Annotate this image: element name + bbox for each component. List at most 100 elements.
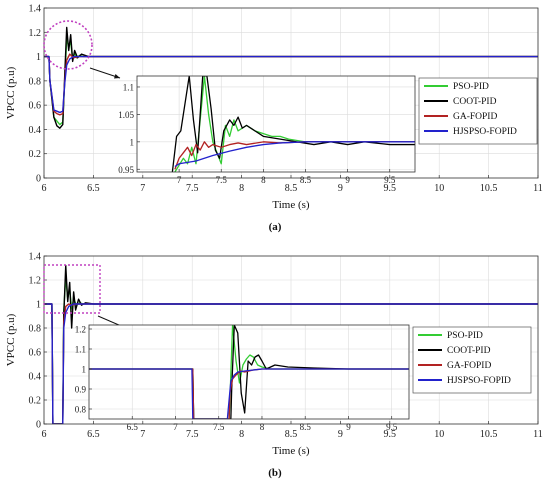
panel-b-inset: 6.5 7 7.5 8 8.5 9 9.5 0.8 0.9 1 1.1 1.2 bbox=[75, 324, 410, 432]
panel-a-main-ytick-label: 0.8 bbox=[29, 76, 42, 87]
panel-b-inset-series-group bbox=[89, 325, 409, 419]
panel-b-main-xtick-label: 8 bbox=[239, 429, 244, 440]
panel-a-inset-frame bbox=[136, 75, 416, 173]
panel-b-main-xtick-label: 11 bbox=[533, 429, 543, 440]
panel-a-main-ytick-label: 0 bbox=[36, 174, 41, 185]
panel-a-main-xtick-label: 9.5 bbox=[384, 183, 397, 194]
panel-b-main-xtick-label: 9 bbox=[338, 429, 343, 440]
panel-a-legend-box bbox=[418, 77, 538, 145]
caption-a: (a) bbox=[269, 221, 282, 233]
panel-a-inset-ytick-label: 0.95 bbox=[118, 165, 134, 175]
panel-a-legend-label-coot-pid: COOT-PID bbox=[453, 97, 497, 107]
panel-b-legend-label-hjspso-fopid: HJSPSO-FOPID bbox=[447, 376, 511, 386]
panel-a-main-xtick-label: 8.5 bbox=[285, 183, 298, 194]
panel-a-main-xtick-label: 7 bbox=[140, 183, 145, 194]
panel-b-main-ytick-label: 0.6 bbox=[29, 348, 42, 359]
panel-b-inset-series-coot-pid bbox=[89, 325, 409, 419]
panel-b-main-ytick-label: 0.8 bbox=[29, 324, 42, 335]
panel-a: (a) 6 6.5 7 7.5 8 8.5 9 9.5 10 10.5 1100.20.40.60.… bbox=[5, 4, 543, 234]
panel-b: (b) 6 6.5 7 7.5 8 8.5 9 9.5 10 10.5 1100.20.40.60.… bbox=[5, 252, 543, 480]
panel-a-inset-series-hjspso-fopid bbox=[174, 141, 415, 168]
panel-a-zoom-arrowhead bbox=[114, 74, 120, 79]
panel-a-legend: PSO-PID COOT-PID GA-FOPID HJSPSO-FOPID bbox=[418, 77, 538, 145]
panel-b-inset-ytick-label: 1.1 bbox=[75, 345, 86, 355]
panel-b-legend-label-coot-pid: COOT-PID bbox=[447, 346, 491, 356]
panel-a-inset-ytick-label: 1.05 bbox=[118, 110, 134, 120]
caption-b: (b) bbox=[268, 467, 282, 479]
panel-a-inset: 7 7.5 8 8.5 9 9.5 0.95 1 1.05 1.1 bbox=[118, 75, 416, 185]
panel-b-main-ytick-label: 1 bbox=[36, 300, 41, 311]
panel-a-main-ytick-label: 1.4 bbox=[29, 4, 42, 15]
panel-a-main-xtick-label: 6 bbox=[42, 183, 47, 194]
panel-b-inset-xtick-label: 8 bbox=[260, 422, 265, 432]
panel-a-main-series-hjspso-fopid bbox=[44, 55, 538, 114]
panel-a-inset-series-group bbox=[171, 76, 415, 172]
panel-b-inset-xtick-label: 9 bbox=[346, 422, 351, 432]
panel-a-main-xtick-label: 11 bbox=[533, 183, 543, 194]
panel-b-legend: PSO-PID COOT-PID GA-FOPID HJSPSO-FOPID bbox=[412, 326, 532, 394]
panel-a-legend-label-ga-fopid: GA-FOPID bbox=[453, 112, 497, 122]
panel-b-inset-xtick-label: 6.5 bbox=[127, 422, 139, 432]
panel-a-main-ytick-label: 1.2 bbox=[29, 28, 42, 39]
panel-a-legend-label-hjspso-fopid: HJSPSO-FOPID bbox=[453, 127, 517, 137]
panel-b-inset-plot-bg bbox=[89, 325, 409, 419]
panel-b-inset-frame bbox=[88, 324, 410, 420]
panel-b-main-xtick-label: 7 bbox=[140, 429, 145, 440]
panel-b-main-xtick-label: 10 bbox=[434, 429, 444, 440]
panel-b-y-axis-label: VPCC (p.u) bbox=[5, 313, 17, 366]
panel-b-inset-ytick-label: 0.9 bbox=[75, 385, 87, 395]
panel-a-main-ytick-label: 0.6 bbox=[29, 101, 42, 112]
panel-b-main-ytick-label: 1.2 bbox=[29, 276, 42, 287]
panel-a-main-xtick-label: 9 bbox=[338, 183, 343, 194]
panel-a-zoom-marker bbox=[43, 20, 93, 70]
panel-b-main-xtick-label: 6 bbox=[42, 429, 47, 440]
panel-b-main-xtick-label: 10.5 bbox=[480, 429, 498, 440]
panel-b-x-axis-label: Time (s) bbox=[272, 445, 310, 457]
panel-b-main-series-coot-pid bbox=[44, 264, 538, 424]
panel-a-inset-plot-bg bbox=[137, 76, 415, 172]
panel-b-main-xtick-label: 7.5 bbox=[186, 429, 199, 440]
panel-b-main-series-hjspso-fopid bbox=[44, 303, 538, 424]
panel-b-main-ytick-label: 0 bbox=[36, 420, 41, 431]
panel-a-main-xtick-label: 6.5 bbox=[87, 183, 100, 194]
panel-b-main-xtick-label: 6.5 bbox=[87, 429, 100, 440]
panel-a-main-xtick-label: 10 bbox=[434, 183, 444, 194]
panel-b-main-ytick-label: 0.4 bbox=[29, 372, 42, 383]
panel-a-inset-ytick-label: 1 bbox=[130, 137, 135, 147]
panel-a-inset-xtick-label: 9.5 bbox=[384, 175, 396, 185]
panel-a-main-xtick-label: 10.5 bbox=[480, 183, 498, 194]
panel-a-inset-series-coot-pid bbox=[171, 76, 415, 172]
panel-b-inset-xtick-label: 8.5 bbox=[300, 422, 312, 432]
panel-b-inset-xtick-label: 7 bbox=[173, 422, 178, 432]
panel-a-inset-ytick-label: 1.1 bbox=[123, 82, 134, 92]
panel-a-inset-xtick-label: 8 bbox=[261, 175, 266, 185]
panel-b-main-ytick-label: 1.4 bbox=[29, 252, 42, 263]
panel-b-inset-xtick-label: 7.5 bbox=[213, 422, 225, 432]
panel-b-main-ytick-label: 0.2 bbox=[29, 396, 42, 407]
panel-a-main-xtick-label: 8 bbox=[239, 183, 244, 194]
panel-a-x-axis-label: Time (s) bbox=[272, 199, 310, 211]
panel-a-inset-xtick-label: 8.5 bbox=[300, 175, 312, 185]
panel-b-inset-ytick-label: 1.2 bbox=[75, 325, 86, 335]
panel-b-inset-xtick-label: 9.5 bbox=[386, 422, 398, 432]
panel-a-inset-xtick-label: 9 bbox=[345, 175, 350, 185]
panel-b-main-xtick-label: 8.5 bbox=[285, 429, 298, 440]
panel-b-legend-label-pso-pid: PSO-PID bbox=[447, 331, 483, 341]
panel-a-main-xtick-label: 7.5 bbox=[186, 183, 199, 194]
panel-a-legend-label-pso-pid: PSO-PID bbox=[453, 82, 489, 92]
panel-a-inset-xtick-label: 7 bbox=[177, 175, 182, 185]
panel-b-legend-label-ga-fopid: GA-FOPID bbox=[447, 361, 491, 371]
panel-b-main-series-group bbox=[44, 264, 538, 424]
panel-a-y-axis-label: VPCC (p.u) bbox=[5, 66, 17, 119]
panel-a-main-ytick-label: 0.2 bbox=[29, 149, 42, 160]
panel-a-inset-xtick-label: 7.5 bbox=[216, 175, 228, 185]
panel-b-inset-ytick-label: 0.8 bbox=[75, 405, 87, 415]
panel-a-main-ytick-label: 1 bbox=[36, 52, 41, 63]
panel-a-main-ytick-label: 0.4 bbox=[29, 125, 42, 136]
panel-b-legend-box bbox=[412, 326, 532, 394]
panel-b-inset-ytick-label: 1 bbox=[82, 365, 87, 375]
panel-b-inset-series-hjspso-fopid bbox=[89, 368, 409, 419]
panel-b-zoom-marker bbox=[43, 264, 101, 314]
panel-b-main-xtick-label: 9.5 bbox=[384, 429, 397, 440]
